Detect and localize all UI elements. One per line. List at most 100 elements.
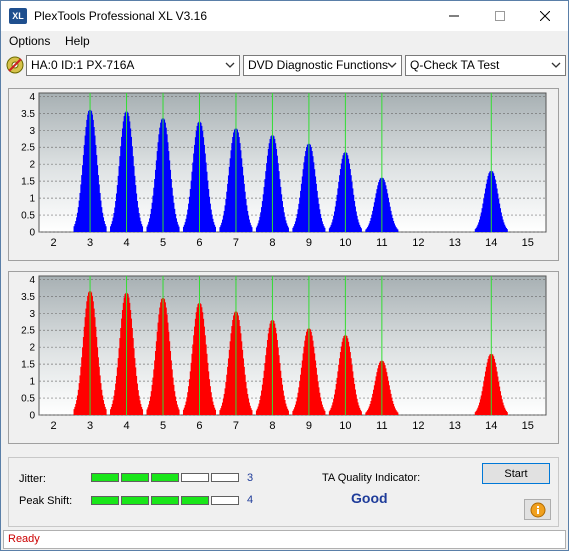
minimize-icon bbox=[449, 15, 459, 17]
y-tick-label: 3 bbox=[29, 126, 35, 137]
x-tick-label: 9 bbox=[306, 237, 312, 249]
x-tick-label: 8 bbox=[269, 237, 275, 249]
test-select-value: Q-Check TA Test bbox=[410, 58, 500, 72]
y-tick-label: 2 bbox=[29, 343, 35, 354]
data-bar bbox=[505, 412, 508, 415]
y-tick-label: 1 bbox=[29, 194, 35, 205]
minimize-button[interactable] bbox=[431, 1, 477, 31]
info-icon bbox=[530, 502, 545, 517]
status-text: Ready bbox=[8, 533, 40, 545]
x-tick-label: 14 bbox=[485, 237, 497, 249]
jitter-chart-panel: 4 3.5 3 2.5 2 1.5 1 0.5 0 2 3 4 5 6 7 8 9 10 11 12 13 14 15 bbox=[8, 88, 559, 261]
x-tick-label: 6 bbox=[196, 237, 202, 249]
x-tick-label: 10 bbox=[339, 237, 351, 249]
land-jitter-chart: 4 3.5 3 2.5 2 1.5 1 0.5 0 2 3 4 5 6 7 8 9 10 11 12 13 14 15 bbox=[21, 92, 547, 249]
menu-options[interactable]: Options bbox=[9, 34, 51, 48]
x-tick-label: 2 bbox=[51, 237, 57, 249]
y-tick-label: 3.5 bbox=[21, 292, 35, 303]
peak-shift-label: Peak Shift: bbox=[19, 495, 73, 507]
meter-segment bbox=[91, 473, 119, 482]
data-bar bbox=[140, 409, 144, 415]
x-tick-label: 4 bbox=[123, 237, 129, 249]
data-bar bbox=[395, 229, 399, 232]
toolbar: HA:0 ID:1 PX-716A DVD Diagnostic Functio… bbox=[1, 53, 568, 81]
y-tick-label: 3.5 bbox=[21, 109, 35, 120]
meter-segment bbox=[151, 473, 179, 482]
x-tick-label: 7 bbox=[233, 237, 239, 249]
data-bar bbox=[250, 410, 253, 415]
meter-segment bbox=[121, 496, 149, 505]
y-tick-label: 4 bbox=[29, 275, 35, 286]
quality-panel: Jitter: 3 Peak Shift: 4 TA Quality Indic… bbox=[8, 457, 559, 527]
app-logo-icon: XL bbox=[9, 8, 27, 24]
data-bar bbox=[395, 412, 399, 415]
y-tick-label: 1.5 bbox=[21, 177, 35, 188]
status-bar: Ready bbox=[3, 530, 566, 549]
y-tick-label: 2.5 bbox=[21, 326, 35, 337]
data-bar bbox=[323, 410, 326, 415]
y-tick-label: 0.5 bbox=[21, 394, 35, 405]
y-tick-label: 4 bbox=[29, 92, 35, 103]
meter-segment bbox=[91, 496, 119, 505]
data-bar bbox=[359, 228, 362, 232]
x-tick-label: 7 bbox=[233, 420, 239, 432]
x-tick-label: 2 bbox=[51, 420, 57, 432]
data-bar bbox=[104, 409, 107, 415]
data-bar bbox=[177, 409, 180, 415]
x-tick-label: 8 bbox=[269, 420, 275, 432]
chevron-down-icon bbox=[225, 62, 235, 68]
jitter-value: 3 bbox=[247, 472, 254, 484]
test-select[interactable]: Q-Check TA Test bbox=[405, 55, 566, 76]
x-tick-label: 13 bbox=[449, 420, 461, 432]
x-tick-label: 12 bbox=[412, 420, 424, 432]
data-bar bbox=[213, 409, 217, 415]
x-tick-label: 14 bbox=[485, 420, 497, 432]
start-button[interactable]: Start bbox=[482, 463, 550, 484]
y-tick-label: 2.5 bbox=[21, 143, 35, 154]
drive-select-value: HA:0 ID:1 PX-716A bbox=[31, 58, 135, 72]
x-tick-label: 10 bbox=[339, 420, 351, 432]
menu-help[interactable]: Help bbox=[65, 34, 90, 48]
x-tick-label: 13 bbox=[449, 237, 461, 249]
function-select[interactable]: DVD Diagnostic Functions bbox=[243, 55, 402, 76]
maximize-button[interactable] bbox=[477, 1, 523, 31]
x-tick-label: 9 bbox=[306, 420, 312, 432]
title-bar: XL PlexTools Professional XL V3.16 bbox=[1, 1, 568, 31]
info-button[interactable] bbox=[524, 499, 551, 520]
x-tick-label: 4 bbox=[123, 420, 129, 432]
y-tick-label: 0.5 bbox=[21, 211, 35, 222]
maximize-icon bbox=[495, 11, 505, 21]
y-tick-label: 0 bbox=[29, 411, 35, 422]
data-bar bbox=[140, 226, 144, 232]
x-tick-label: 12 bbox=[412, 237, 424, 249]
data-bar bbox=[177, 226, 180, 232]
meter-segment bbox=[181, 496, 209, 505]
chevron-down-icon bbox=[387, 62, 397, 68]
data-bar bbox=[104, 226, 107, 232]
y-tick-label: 0 bbox=[29, 228, 35, 239]
drive-select[interactable]: HA:0 ID:1 PX-716A bbox=[26, 55, 240, 76]
window-title: PlexTools Professional XL V3.16 bbox=[34, 9, 207, 23]
data-bar bbox=[359, 411, 362, 415]
y-tick-label: 2 bbox=[29, 160, 35, 171]
ta-quality-value: Good bbox=[351, 490, 388, 506]
ta-quality-label: TA Quality Indicator: bbox=[322, 472, 421, 484]
jitter-label: Jitter: bbox=[19, 473, 46, 485]
data-bar bbox=[213, 226, 217, 232]
x-tick-label: 3 bbox=[87, 420, 93, 432]
close-icon bbox=[540, 11, 550, 21]
x-tick-label: 11 bbox=[376, 420, 387, 432]
data-bar bbox=[286, 227, 289, 232]
chevron-down-icon bbox=[551, 62, 561, 68]
x-tick-label: 11 bbox=[376, 237, 387, 249]
data-bar bbox=[505, 229, 508, 232]
x-tick-label: 5 bbox=[160, 237, 166, 249]
data-bar bbox=[286, 410, 289, 415]
function-select-value: DVD Diagnostic Functions bbox=[248, 58, 389, 72]
x-tick-label: 15 bbox=[522, 237, 534, 249]
close-button[interactable] bbox=[522, 1, 568, 31]
menu-bar: Options Help bbox=[1, 31, 568, 53]
y-tick-label: 3 bbox=[29, 309, 35, 320]
meter-segment bbox=[151, 496, 179, 505]
peak-shift-chart-panel: 4 3.5 3 2.5 2 1.5 1 0.5 0 2 3 4 5 6 7 8 9 10 11 12 13 14 15 bbox=[8, 271, 559, 444]
